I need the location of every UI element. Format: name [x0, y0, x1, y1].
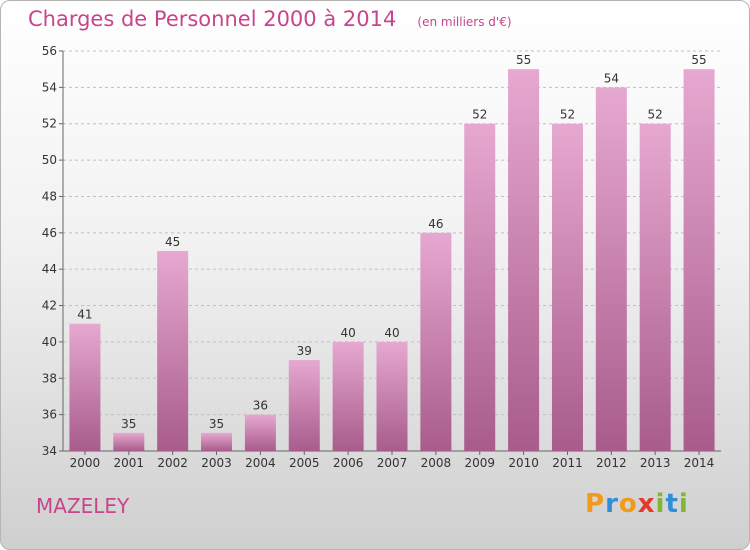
chart-title: Charges de Personnel 2000 à 2014 — [28, 7, 397, 31]
value-label: 52 — [560, 108, 575, 122]
value-label: 52 — [648, 108, 663, 122]
bar-2006 — [332, 341, 364, 451]
value-label: 35 — [209, 417, 224, 431]
logo-letter: r — [605, 489, 619, 519]
bar-2004 — [244, 414, 276, 451]
value-label: 55 — [516, 53, 531, 67]
y-tick-label: 54 — [42, 80, 57, 94]
x-tick-label: 2008 — [421, 456, 452, 470]
y-tick-label: 50 — [42, 153, 57, 167]
logo-letter: x — [637, 489, 656, 519]
value-label: 40 — [384, 326, 399, 340]
y-tick-label: 34 — [42, 444, 57, 458]
bar-2008 — [420, 232, 452, 451]
bar-2001 — [113, 432, 145, 451]
bar-2007 — [376, 341, 408, 451]
y-tick-label: 56 — [42, 44, 57, 58]
x-tick-label: 2012 — [596, 456, 627, 470]
y-tick-label: 48 — [42, 189, 57, 203]
y-tick-label: 44 — [42, 262, 57, 276]
x-tick-label: 2011 — [552, 456, 583, 470]
logo-letter: i — [655, 489, 666, 519]
y-tick-label: 46 — [42, 226, 57, 240]
value-label: 39 — [297, 344, 312, 358]
value-label: 46 — [428, 217, 443, 231]
value-label: 54 — [604, 71, 619, 85]
value-label: 36 — [253, 399, 268, 413]
bar-2000 — [69, 323, 101, 451]
chart-header: Charges de Personnel 2000 à 2014 (en mil… — [28, 7, 512, 31]
x-tick-label: 2000 — [70, 456, 101, 470]
commune-name: MAZELEY — [36, 494, 130, 518]
logo-letter: P — [585, 489, 606, 519]
x-tick-label: 2002 — [157, 456, 188, 470]
bar-2010 — [508, 69, 540, 451]
logo-letter: t — [665, 489, 679, 519]
value-label: 45 — [165, 235, 180, 249]
x-tick-label: 2003 — [201, 456, 232, 470]
y-tick-label: 42 — [42, 299, 57, 313]
bar-2013 — [639, 123, 671, 452]
x-tick-label: 2004 — [245, 456, 276, 470]
value-label: 41 — [77, 308, 92, 322]
bar-2011 — [551, 123, 583, 452]
bar-2005 — [288, 360, 320, 451]
x-tick-label: 2007 — [377, 456, 408, 470]
y-tick-label: 40 — [42, 335, 57, 349]
proxiti-logo: Proxiti — [585, 489, 689, 519]
x-tick-label: 2013 — [640, 456, 671, 470]
bar-2003 — [201, 432, 233, 451]
y-tick-label: 52 — [42, 117, 57, 131]
bar-2002 — [157, 251, 189, 451]
bar-2014 — [683, 69, 715, 451]
value-label: 55 — [691, 53, 706, 67]
x-tick-label: 2014 — [684, 456, 715, 470]
bar-2012 — [595, 87, 627, 451]
chart-subtitle: (en milliers d'€) — [417, 15, 512, 29]
x-tick-label: 2001 — [114, 456, 145, 470]
x-tick-label: 2010 — [508, 456, 539, 470]
x-tick-label: 2009 — [464, 456, 495, 470]
logo-letter: o — [618, 489, 638, 519]
value-label: 35 — [121, 417, 136, 431]
x-tick-label: 2006 — [333, 456, 364, 470]
value-label: 40 — [340, 326, 355, 340]
x-tick-label: 2005 — [289, 456, 320, 470]
y-tick-label: 38 — [42, 371, 57, 385]
logo-letter: i — [678, 489, 689, 519]
value-label: 52 — [472, 108, 487, 122]
y-tick-label: 36 — [42, 408, 57, 422]
bar-2009 — [464, 123, 496, 452]
